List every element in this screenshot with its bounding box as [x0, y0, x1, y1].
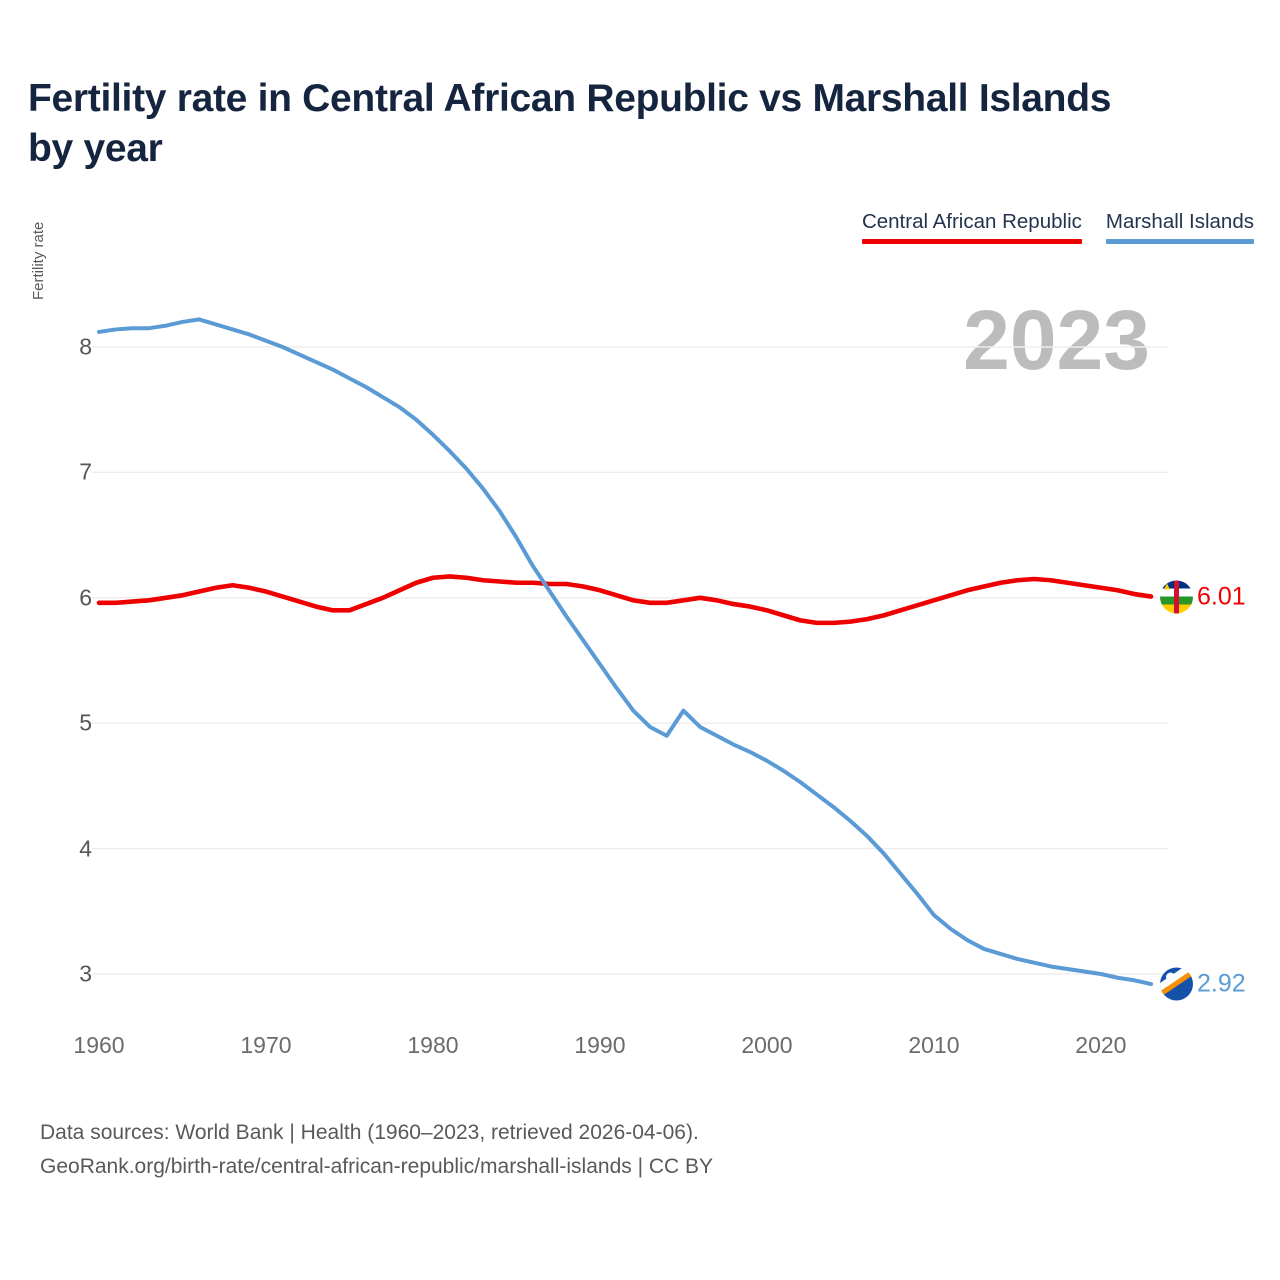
end-marker-central-african-republic: 6.01 — [1160, 580, 1246, 614]
end-value-marshall-islands: 2.92 — [1197, 969, 1246, 998]
page-title: Fertility rate in Central African Republ… — [28, 77, 1112, 170]
y-axis-tick-7: 7 — [79, 458, 92, 485]
end-marker-marshall-islands: 2.92 — [1160, 967, 1246, 1001]
series-line-marshall-islands — [97, 317, 1153, 987]
x-axis-tick-1960: 1960 — [73, 1032, 125, 1058]
plot-svg — [92, 317, 1168, 987]
legend-item-central-african-republic[interactable]: Central African Republic — [861, 210, 1082, 244]
chart-legend: Central African Republic Marshall Island… — [861, 210, 1254, 244]
y-axis-tick-5: 5 — [79, 709, 92, 736]
x-axis-tick-1970: 1970 — [240, 1032, 292, 1058]
legend-color-swatch-central-african-republic — [861, 239, 1082, 244]
y-axis-tick-8: 8 — [79, 333, 92, 360]
legend-label-marshall-islands: Marshall Islands — [1105, 210, 1254, 233]
central-african-republic-flag-icon — [1160, 580, 1193, 614]
x-axis-tick-2020: 2020 — [1075, 1032, 1127, 1058]
legend-color-swatch-marshall-islands — [1105, 239, 1254, 244]
x-axis-tick-1990: 1990 — [574, 1032, 626, 1058]
y-axis-tick-3: 3 — [79, 960, 92, 987]
y-axis-tick-4: 4 — [79, 835, 92, 862]
y-axis-tick-6: 6 — [79, 584, 92, 611]
marshall-islands-flag-icon — [1160, 967, 1193, 1001]
x-axis-tick-2010: 2010 — [908, 1032, 960, 1058]
footer-line-sources: Data sources: World Bank | Health (1960–… — [40, 1121, 699, 1144]
legend-item-marshall-islands[interactable]: Marshall Islands — [1105, 210, 1254, 244]
series-line-central-african-republic — [96, 574, 1154, 626]
end-value-central-african-republic: 6.01 — [1197, 582, 1246, 611]
x-axis-tick-2000: 2000 — [741, 1032, 793, 1058]
footer-credits: Data sources: World Bank | Health (1960–… — [40, 1116, 713, 1184]
chart-area: 2023 — [0, 270, 1280, 1060]
footer-line-url[interactable]: GeoRank.org/birth-rate/central-african-r… — [40, 1155, 714, 1179]
x-axis-tick-1980: 1980 — [407, 1032, 459, 1058]
legend-label-central-african-republic: Central African Republic — [861, 210, 1082, 233]
year-watermark: 2023 — [963, 293, 1150, 387]
